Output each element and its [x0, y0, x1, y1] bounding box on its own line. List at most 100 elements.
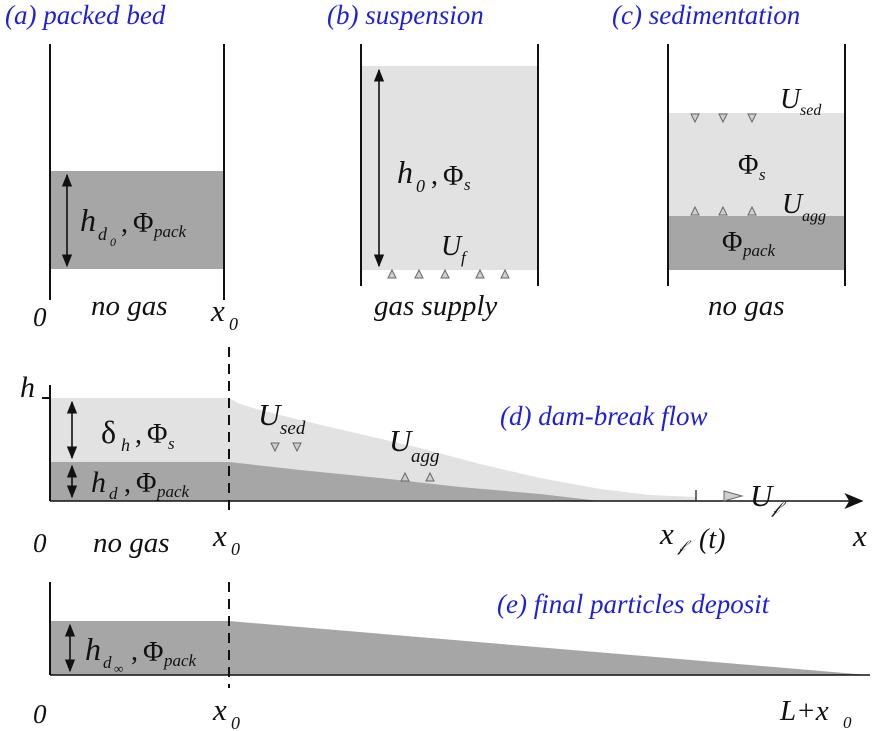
- gas-flow-marker: [500, 268, 510, 279]
- panel-b-phi-sub: s: [464, 175, 471, 194]
- panel-e-phi: Φ: [143, 637, 163, 668]
- panel-d-hd-sub: d: [109, 484, 118, 503]
- panel-d-dam-break: (d) dam-break flow h δ h , Φ s h d , Φ p…: [20, 347, 867, 559]
- panel-d-deposit-region: [50, 462, 600, 501]
- sed-marker: [718, 113, 728, 124]
- panel-d-front-velocity-marker: [723, 490, 744, 502]
- agg-marker: [718, 205, 728, 216]
- panel-a-h-subsub: 0: [110, 235, 116, 249]
- gas-flow-marker: [387, 268, 397, 279]
- panel-d-phi-s-sub: s: [168, 434, 175, 453]
- panel-e-x0-sub: 0: [231, 713, 240, 731]
- panel-d-uagg: U: [389, 423, 414, 458]
- panel-c-uagg-sub: agg: [802, 208, 826, 225]
- panel-b-comma: ,: [431, 160, 438, 191]
- panel-d-sed-markers: [270, 442, 302, 453]
- panel-e-origin: 0: [33, 699, 47, 729]
- panel-d-xf-sub: 𝒻: [677, 538, 692, 555]
- panel-d-phi-pack-sub: pack: [156, 482, 190, 501]
- gas-flow-marker: [475, 268, 485, 279]
- panel-a-packed-bed: (a) packed bed h d 0 , Φ pack 0 no gas x…: [5, 0, 238, 334]
- panel-c-sed-markers: [690, 113, 757, 124]
- panel-d-comma-1: ,: [135, 419, 142, 450]
- agg-marker: [425, 471, 435, 482]
- panel-d-title: (d) dam-break flow: [500, 401, 707, 431]
- panel-e-h-sub: d: [103, 653, 112, 672]
- panel-d-x0: x: [212, 518, 227, 553]
- sed-marker: [270, 442, 280, 453]
- panel-d-uf: U: [750, 478, 775, 513]
- panel-c-used: U: [780, 84, 802, 115]
- sed-marker: [747, 113, 757, 124]
- agg-marker: [400, 471, 410, 482]
- panel-e-final-deposit: (e) final particles deposit h d ∞ , Φ pa…: [33, 582, 870, 731]
- panel-e-comma: ,: [131, 636, 138, 667]
- panel-c-phi-pack-sub: pack: [742, 241, 776, 260]
- panel-d-phi-pack: Φ: [136, 468, 156, 499]
- sed-marker: [292, 442, 302, 453]
- panel-c-title: (c) sedimentation: [612, 0, 800, 30]
- panel-d-uagg-sub: agg: [411, 446, 440, 467]
- panel-e-title: (e) final particles deposit: [497, 589, 771, 619]
- panel-d-h-axis-label: h: [20, 371, 35, 404]
- panel-b-h-symbol: h: [397, 154, 413, 190]
- panel-d-xf: x: [659, 516, 674, 551]
- agg-marker: [747, 205, 757, 216]
- panel-d-hd: h: [91, 466, 106, 499]
- panel-c-phi-s: Φ: [738, 150, 758, 181]
- panel-a-h-sub: d: [98, 224, 108, 244]
- panel-e-x0: x: [212, 692, 227, 727]
- gas-flow-marker: [440, 268, 450, 279]
- panel-d-x0-sub: 0: [231, 539, 240, 559]
- panel-c-no-gas: no gas: [708, 290, 785, 322]
- panel-b-gas-supply: gas supply: [374, 290, 497, 322]
- panel-b-uf: U: [441, 231, 463, 262]
- panel-d-origin: 0: [33, 528, 47, 558]
- panel-d-agg-markers: [400, 471, 435, 482]
- panel-b-suspension-layer: [361, 66, 538, 270]
- panel-b-h-sub: 0: [416, 176, 425, 196]
- panel-c-agg-markers: [690, 205, 757, 216]
- panel-a-phi: Φ: [133, 208, 153, 239]
- panel-b-phi: Φ: [443, 161, 463, 192]
- panel-e-h-subsub: ∞: [114, 661, 123, 676]
- panel-c-sedimentation: (c) sedimentation U sed Φ s U agg Φ pack…: [612, 0, 846, 322]
- panel-d-delta-sub: h: [121, 435, 130, 455]
- panel-c-uagg: U: [782, 189, 804, 220]
- panel-d-x-axis-label: x: [852, 518, 867, 553]
- panel-a-x0-sub: 0: [229, 314, 238, 334]
- panel-a-title: (a) packed bed: [5, 0, 166, 30]
- gas-flow-marker: [414, 268, 424, 279]
- panel-c-used-sub: sed: [800, 102, 822, 119]
- panel-e-h: h: [85, 631, 101, 667]
- panel-e-end-label: L+x: [779, 695, 829, 727]
- agg-marker: [690, 205, 700, 216]
- panel-a-packed-layer: [50, 171, 224, 269]
- panel-c-packed-layer: [668, 216, 845, 270]
- panel-d-no-gas: no gas: [93, 527, 170, 559]
- panel-b-uf-sub: f: [461, 248, 468, 267]
- panel-d-phi-s: Φ: [147, 419, 167, 450]
- panel-c-suspension-layer: [668, 113, 845, 216]
- panel-e-end-sub: 0: [843, 713, 852, 731]
- panel-e-deposit-region: [50, 621, 868, 675]
- panel-d-delta: δ: [101, 414, 116, 450]
- panel-c-phi-s-sub: s: [759, 165, 766, 184]
- panel-c-phi-pack: Φ: [722, 227, 742, 258]
- panel-a-origin: 0: [33, 302, 47, 332]
- panel-a-phi-sub: pack: [153, 222, 187, 241]
- panel-b-suspension: (b) suspension h 0 , Φ s U f gas supply: [327, 0, 539, 322]
- panel-d-comma-2: ,: [124, 468, 131, 499]
- panel-b-gas-flow-markers: [387, 268, 510, 279]
- panel-d-used-sub: sed: [280, 418, 306, 439]
- panel-a-x0: x: [210, 293, 225, 328]
- panel-a-h-symbol: h: [80, 202, 96, 238]
- panel-a-no-gas: no gas: [91, 290, 168, 322]
- panel-e-phi-sub: pack: [163, 651, 197, 670]
- panel-b-title: (b) suspension: [327, 0, 484, 30]
- sed-marker: [690, 113, 700, 124]
- panel-d-used: U: [258, 397, 283, 432]
- panel-a-comma: ,: [121, 208, 128, 239]
- panel-d-xf-t: (t): [699, 524, 725, 555]
